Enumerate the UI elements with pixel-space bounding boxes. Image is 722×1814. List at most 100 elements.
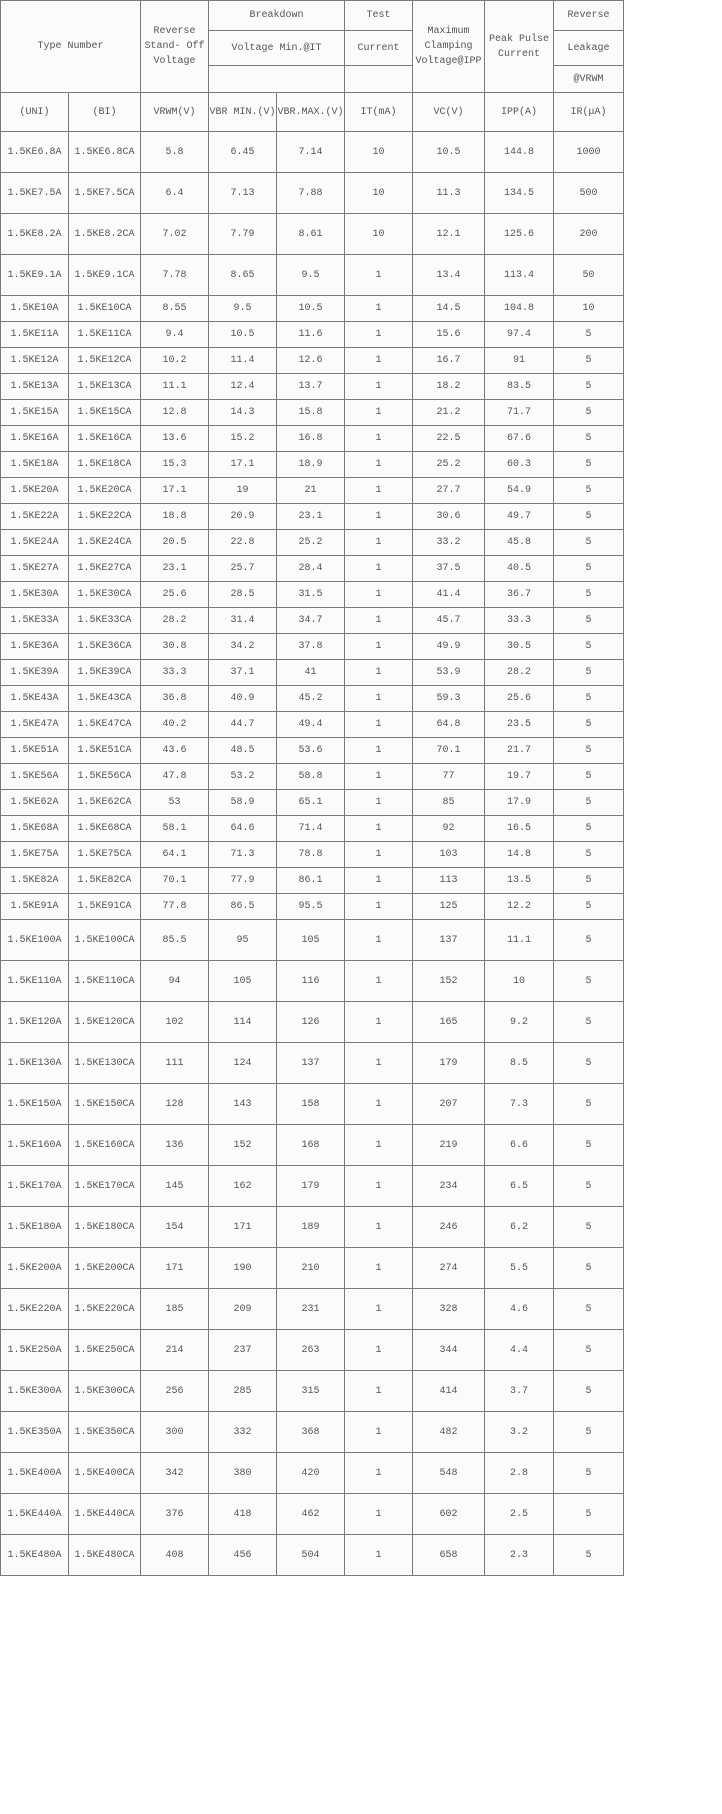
cell-ir: 5: [553, 893, 625, 920]
cell-ipp: 6.2: [484, 1206, 555, 1248]
header-max-clamping: Maximum Clamping Voltage@IPP: [412, 0, 486, 93]
cell-vrwm: 342: [140, 1452, 210, 1494]
cell-vc: 33.2: [412, 529, 486, 556]
table-row: 1.5KE100A 1.5KE100CA 85.5 95 105 1 137 11.1 5: [0, 919, 625, 961]
cell-it: 1: [344, 477, 414, 504]
cell-vbr-max: 420: [276, 1452, 346, 1494]
header-line: Maximum: [427, 26, 470, 37]
cell-it: 1: [344, 1493, 414, 1535]
header-reverse-standoff: Reverse Stand- Off Voltage: [140, 0, 210, 93]
cell-it: 1: [344, 919, 414, 961]
cell-ir: 5: [553, 659, 625, 686]
cell-ir: 5: [553, 1493, 625, 1535]
cell-vc: 125: [412, 893, 486, 920]
cell-vbr-max: 45.2: [276, 685, 346, 712]
cell-ipp: 12.2: [484, 893, 555, 920]
cell-vbr-max: 18.9: [276, 451, 346, 478]
cell-vbr-min: 31.4: [208, 607, 278, 634]
cell-vrwm: 408: [140, 1534, 210, 1576]
cell-type-bi: 1.5KE47CA: [67, 711, 142, 738]
cell-ir: 5: [553, 1411, 625, 1453]
cell-it: 1: [344, 1452, 414, 1494]
cell-vbr-min: 7.79: [208, 213, 278, 255]
cell-ipp: 10: [484, 960, 555, 1002]
cell-ipp: 16.5: [484, 815, 555, 842]
cell-ir: 5: [553, 399, 625, 426]
cell-vc: 328: [412, 1288, 486, 1330]
cell-vbr-min: 37.1: [208, 659, 278, 686]
cell-type-uni: 1.5KE12A: [0, 347, 69, 374]
cell-vbr-min: 71.3: [208, 841, 278, 868]
unit-vc: VC(V): [412, 92, 486, 132]
cell-vc: 113: [412, 867, 486, 894]
cell-type-uni: 1.5KE7.5A: [0, 172, 69, 214]
cell-it: 1: [344, 1042, 414, 1084]
cell-vbr-max: 7.14: [276, 131, 346, 173]
cell-type-uni: 1.5KE18A: [0, 451, 69, 478]
cell-it: 1: [344, 1411, 414, 1453]
cell-vbr-min: 418: [208, 1493, 278, 1535]
cell-vbr-min: 380: [208, 1452, 278, 1494]
cell-vc: 10.5: [412, 131, 486, 173]
cell-vc: 234: [412, 1165, 486, 1207]
table-row: 1.5KE36A 1.5KE36CA 30.8 34.2 37.8 1 49.9 30.5 5: [0, 633, 625, 660]
cell-it: 1: [344, 254, 414, 296]
cell-ir: 5: [553, 685, 625, 712]
cell-ir: 50: [553, 254, 625, 296]
cell-vbr-max: 78.8: [276, 841, 346, 868]
cell-it: 1: [344, 789, 414, 816]
cell-vbr-max: 49.4: [276, 711, 346, 738]
cell-vbr-min: 12.4: [208, 373, 278, 400]
cell-type-bi: 1.5KE480CA: [67, 1534, 142, 1576]
cell-type-uni: 1.5KE130A: [0, 1042, 69, 1084]
cell-vc: 37.5: [412, 555, 486, 582]
cell-type-uni: 1.5KE33A: [0, 607, 69, 634]
table-row: 1.5KE68A 1.5KE68CA 58.1 64.6 71.4 1 92 16.5 5: [0, 815, 625, 842]
cell-vbr-max: 37.8: [276, 633, 346, 660]
cell-ir: 5: [553, 711, 625, 738]
cell-vc: 13.4: [412, 254, 486, 296]
cell-ipp: 60.3: [484, 451, 555, 478]
cell-vbr-max: 126: [276, 1001, 346, 1043]
table-row: 1.5KE62A 1.5KE62CA 53 58.9 65.1 1 85 17.9 5: [0, 789, 625, 816]
cell-vrwm: 171: [140, 1247, 210, 1289]
table-row: 1.5KE350A 1.5KE350CA 300 332 368 1 482 3.2 5: [0, 1411, 625, 1453]
cell-vc: 16.7: [412, 347, 486, 374]
cell-it: 1: [344, 1001, 414, 1043]
table-row: 1.5KE120A 1.5KE120CA 102 114 126 1 165 9.2 5: [0, 1001, 625, 1043]
cell-vbr-min: 58.9: [208, 789, 278, 816]
table-row: 1.5KE27A 1.5KE27CA 23.1 25.7 28.4 1 37.5 40.5 5: [0, 555, 625, 582]
cell-type-uni: 1.5KE180A: [0, 1206, 69, 1248]
cell-type-uni: 1.5KE220A: [0, 1288, 69, 1330]
cell-ir: 5: [553, 763, 625, 790]
cell-it: 1: [344, 347, 414, 374]
cell-vrwm: 12.8: [140, 399, 210, 426]
cell-vrwm: 136: [140, 1124, 210, 1166]
header-line: Voltage: [153, 56, 196, 67]
cell-vbr-min: 143: [208, 1083, 278, 1125]
cell-it: 1: [344, 763, 414, 790]
cell-vbr-min: 9.5: [208, 295, 278, 322]
cell-ipp: 125.6: [484, 213, 555, 255]
cell-type-bi: 1.5KE68CA: [67, 815, 142, 842]
cell-it: 1: [344, 867, 414, 894]
cell-vbr-max: 7.88: [276, 172, 346, 214]
cell-vbr-max: 315: [276, 1370, 346, 1412]
cell-vrwm: 20.5: [140, 529, 210, 556]
cell-type-uni: 1.5KE10A: [0, 295, 69, 322]
cell-it: 1: [344, 373, 414, 400]
cell-ipp: 25.6: [484, 685, 555, 712]
cell-vrwm: 9.4: [140, 321, 210, 348]
cell-ir: 5: [553, 1001, 625, 1043]
cell-vbr-max: 10.5: [276, 295, 346, 322]
header-line: Clamping: [424, 41, 473, 52]
cell-type-uni: 1.5KE62A: [0, 789, 69, 816]
cell-it: 1: [344, 1083, 414, 1125]
cell-it: 1: [344, 1288, 414, 1330]
cell-vbr-min: 285: [208, 1370, 278, 1412]
cell-vbr-min: 332: [208, 1411, 278, 1453]
cell-vc: 30.6: [412, 503, 486, 530]
cell-type-uni: 1.5KE150A: [0, 1083, 69, 1125]
cell-vrwm: 102: [140, 1001, 210, 1043]
cell-vc: 59.3: [412, 685, 486, 712]
